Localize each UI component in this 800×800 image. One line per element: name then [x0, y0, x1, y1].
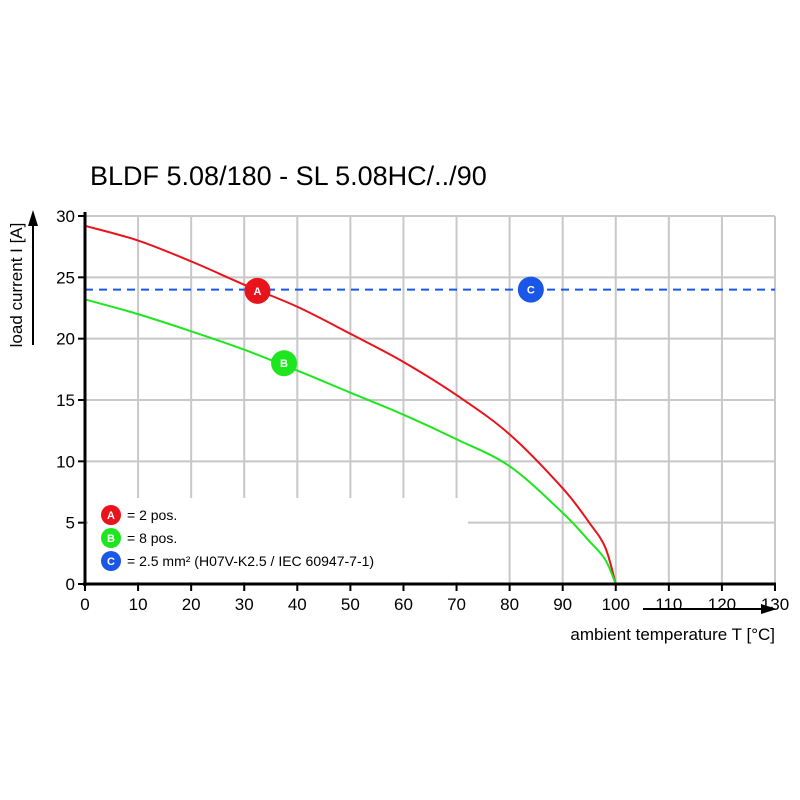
- x-axis-label: ambient temperature T [°C]: [570, 625, 775, 644]
- series-line-b: [84, 298, 617, 585]
- x-tick-label: 100: [602, 595, 630, 614]
- y-axis-arrow-icon: [28, 210, 38, 226]
- x-tick-label: 80: [500, 595, 519, 614]
- legend-text: = 8 pos.: [127, 530, 177, 546]
- x-tick-label: 70: [447, 595, 466, 614]
- y-tick-label: 30: [56, 207, 75, 226]
- x-tick-label: 20: [182, 595, 201, 614]
- legend-marker-label: B: [107, 533, 115, 545]
- legend-item-a: A = 2 pos.: [101, 505, 177, 525]
- x-tick-label: 130: [761, 595, 789, 614]
- x-tick-label: 30: [235, 595, 254, 614]
- marker-label: B: [280, 358, 288, 370]
- x-tick-label: 60: [394, 595, 413, 614]
- legend-marker-label: A: [107, 510, 115, 522]
- marker-circle: [244, 277, 271, 304]
- y-tick-label: 20: [56, 330, 75, 349]
- legend-item-b: B = 8 pos.: [101, 528, 177, 548]
- x-tick-label: 110: [655, 595, 682, 614]
- legend: A = 2 pos. B = 8 pos. C = 2.5 mm² (H07V-K2.5 …: [101, 505, 374, 571]
- legend-background: [88, 498, 468, 582]
- legend-text: = 2 pos.: [127, 507, 177, 523]
- legend-item-c: C = 2.5 mm² (H07V-K2.5 / IEC 60947-7-1): [101, 551, 374, 571]
- marker-a: A: [244, 277, 271, 304]
- y-tick-label: 0: [66, 575, 75, 594]
- y-tick-label: 25: [56, 268, 75, 287]
- legend-marker: [101, 551, 121, 571]
- y-tick-label: 15: [56, 391, 75, 410]
- marker-c: C: [517, 276, 544, 303]
- series-line-a: [84, 224, 617, 585]
- chart-title: BLDF 5.08/180 - SL 5.08HC/../90: [90, 161, 487, 191]
- x-tick-label: 10: [129, 595, 148, 614]
- legend-marker: [101, 528, 121, 548]
- marker-circle: [271, 350, 298, 377]
- y-axis-label: load current I [A]: [7, 223, 26, 348]
- marker-b: B: [271, 350, 298, 377]
- marker-label: A: [254, 286, 262, 298]
- x-axis-arrow-icon: [761, 604, 777, 614]
- tick-labels: 0 10 20 30 40 50 60 70 80 90 100 110 120 130 0 5 10 15 20 2…: [56, 207, 789, 614]
- legend-marker: [101, 505, 121, 525]
- marker-circle: [517, 276, 544, 303]
- series-layer: ABC: [84, 224, 775, 585]
- marker-label: C: [527, 285, 535, 297]
- legend-text: = 2.5 mm² (H07V-K2.5 / IEC 60947-7-1): [127, 553, 374, 569]
- y-tick-label: 5: [66, 514, 75, 533]
- y-tick-label: 10: [56, 452, 75, 471]
- x-tick-label: 0: [80, 595, 89, 614]
- x-tick-label: 40: [288, 595, 307, 614]
- x-tick-label: 90: [553, 595, 572, 614]
- x-tick-label: 120: [708, 595, 736, 614]
- x-tick-label: 50: [341, 595, 360, 614]
- legend-marker-label: C: [107, 556, 115, 568]
